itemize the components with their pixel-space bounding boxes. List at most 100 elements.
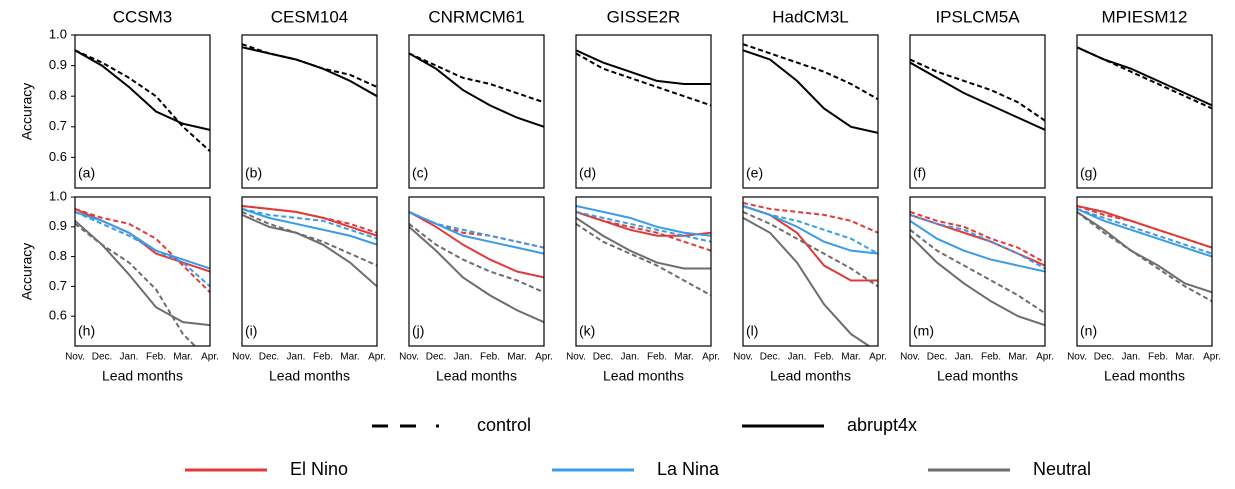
series-line (576, 210, 711, 237)
series-line (1077, 208, 1212, 258)
x-tick-label: Dec. (426, 352, 447, 363)
x-tick-label: Mar. (507, 352, 526, 363)
panel (409, 210, 544, 324)
series-line (242, 43, 377, 88)
series-line (1077, 211, 1212, 294)
series-line (75, 49, 210, 153)
x-tick-label: Feb. (146, 352, 166, 363)
x-tick-label: Dec. (593, 352, 614, 363)
panel-label: (j) (412, 323, 424, 339)
panel-label: (m) (913, 323, 934, 339)
legend-label: Neutral (1033, 459, 1091, 479)
panel-label: (h) (78, 323, 95, 339)
x-tick-label: Nov. (232, 352, 252, 363)
series-line (576, 49, 711, 85)
x-tick-label: Nov. (65, 352, 85, 363)
x-tick-label: Jan. (120, 352, 139, 363)
panel-label: (a) (78, 165, 95, 181)
panel-label: (g) (1080, 165, 1097, 181)
series-line (910, 228, 1045, 315)
x-tick-label: Apr. (869, 352, 887, 363)
series-line (75, 210, 210, 288)
x-tick-label: Jan. (788, 352, 807, 363)
y-tick-label: 0.8 (49, 88, 67, 103)
panel (242, 204, 377, 288)
x-tick-label: Nov. (1067, 352, 1087, 363)
x-tick-label: Feb. (1148, 352, 1168, 363)
x-tick-label: Mar. (340, 352, 359, 363)
series-line (576, 210, 711, 243)
x-tick-label: Apr. (1036, 352, 1054, 363)
panel-frame (1076, 34, 1213, 189)
series-line (242, 213, 377, 288)
panel-frame (74, 34, 211, 189)
panel-frame (742, 34, 879, 189)
panel-frame (408, 34, 545, 189)
series-line (409, 210, 544, 249)
panel (576, 204, 711, 297)
x-axis-label: Lead months (436, 368, 517, 384)
panel-frame (909, 196, 1046, 347)
y-tick-label: 0.6 (49, 149, 67, 164)
series-line (910, 213, 1045, 270)
series-line (242, 207, 377, 240)
x-tick-label: Jan. (621, 352, 640, 363)
series-line (409, 211, 544, 279)
x-tick-label: Dec. (760, 352, 781, 363)
x-tick-label: Apr. (368, 352, 386, 363)
x-tick-label: Feb. (480, 352, 500, 363)
panel (743, 43, 878, 134)
panel-title: CESM104 (271, 7, 348, 26)
series-line (409, 52, 544, 128)
series-line (910, 235, 1045, 327)
legend-label: abrupt4x (847, 415, 917, 435)
x-tick-label: Mar. (674, 352, 693, 363)
series-line (242, 204, 377, 237)
x-tick-label: Mar. (173, 352, 192, 363)
panel (1077, 46, 1212, 110)
x-tick-label: Apr. (702, 352, 720, 363)
panel-frame (241, 196, 378, 347)
panel-label: (l) (746, 323, 758, 339)
series-line (242, 210, 377, 267)
x-tick-label: Dec. (259, 352, 280, 363)
panel (743, 201, 878, 346)
panel-label: (c) (412, 165, 428, 181)
panel-label: (i) (245, 323, 257, 339)
series-line (75, 210, 210, 270)
panel (910, 210, 1045, 327)
series-line (743, 43, 878, 101)
x-tick-label: Apr. (535, 352, 553, 363)
panel-label: (d) (579, 165, 596, 181)
series-line (75, 49, 210, 131)
y-axis-label: Accuracy (19, 243, 35, 301)
y-tick-label: 0.9 (49, 218, 67, 233)
series-line (576, 217, 711, 270)
series-line (1077, 204, 1212, 249)
panel-frame (575, 196, 712, 347)
panel-label: (k) (579, 323, 595, 339)
series-line (75, 207, 210, 294)
series-line (743, 201, 878, 234)
series-line (409, 223, 544, 294)
series-line (75, 220, 210, 327)
x-tick-label: Nov. (900, 352, 920, 363)
x-tick-label: Nov. (733, 352, 753, 363)
series-line (910, 58, 1045, 122)
series-line (576, 52, 711, 107)
x-tick-label: Feb. (313, 352, 333, 363)
panel (75, 49, 210, 153)
y-tick-label: 0.8 (49, 248, 67, 263)
panel (910, 58, 1045, 131)
series-line (242, 207, 377, 246)
legend-label: El Nino (290, 459, 348, 479)
panel-frame (742, 196, 879, 347)
legend-label: La Nina (657, 459, 720, 479)
panel-title: CNRMCM61 (428, 7, 524, 26)
y-tick-label: 1.0 (49, 188, 67, 203)
x-axis-label: Lead months (269, 368, 350, 384)
x-tick-label: Apr. (1203, 352, 1221, 363)
series-line (409, 226, 544, 324)
x-tick-label: Dec. (927, 352, 948, 363)
x-axis-label: Lead months (937, 368, 1018, 384)
